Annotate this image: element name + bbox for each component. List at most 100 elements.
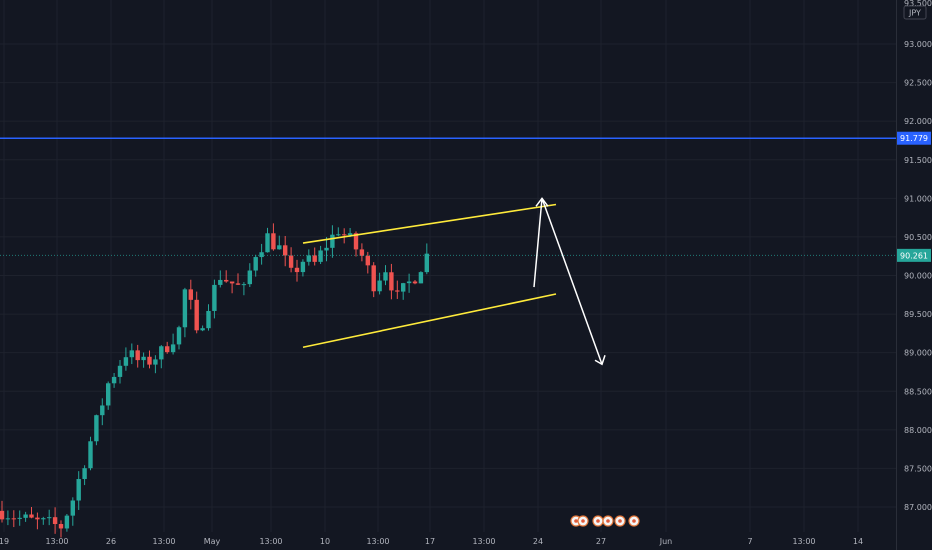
candle-body: [206, 310, 211, 329]
candle-body: [294, 267, 300, 273]
candle: [342, 228, 347, 244]
candle-body: [347, 233, 353, 236]
candle: [336, 227, 341, 237]
x-tick-label: 17: [425, 537, 435, 546]
candle-body: [312, 255, 317, 262]
currency-badge: JPY: [903, 5, 927, 20]
candle: [35, 512, 40, 530]
candle-body: [52, 517, 58, 525]
last-price-tag-bg: [897, 248, 931, 262]
candle-body: [418, 272, 424, 284]
price-tags: 91.779 90.261: [897, 131, 931, 262]
candle: [312, 247, 317, 266]
candle-body: [100, 405, 105, 416]
hline-price-tag-text: 91.779: [900, 134, 928, 143]
candle-body: [277, 245, 282, 250]
candle-body: [371, 265, 376, 292]
candle-body: [241, 284, 247, 286]
x-tick-label: 13:00: [152, 537, 175, 546]
candle-body: [165, 346, 170, 353]
candle-body: [383, 272, 388, 281]
y-tick-label-top: 93.500: [904, 0, 932, 8]
candle: [271, 223, 276, 251]
candle-body: [23, 514, 28, 518]
y-tick-label: 89.500: [904, 310, 932, 319]
candle-body: [300, 261, 306, 273]
candle: [401, 282, 406, 300]
candle: [94, 414, 99, 446]
candle: [100, 398, 105, 426]
candle: [406, 273, 412, 293]
event-markers[interactable]: [570, 515, 640, 527]
y-tick-label: 92.500: [904, 79, 932, 88]
event-marker-dot: [618, 519, 622, 523]
candle: [218, 270, 223, 288]
candle: [212, 279, 217, 319]
candle-body: [111, 376, 117, 384]
candle: [253, 254, 258, 277]
candle-body: [253, 257, 258, 271]
currency-label: JPY: [908, 9, 921, 18]
event-marker-dot: [606, 519, 610, 523]
projection-arrowhead-down: [594, 355, 606, 366]
y-tick-label: 91.000: [904, 194, 932, 203]
candle-body: [229, 281, 235, 284]
candle-body: [117, 365, 123, 377]
candle: [11, 510, 16, 528]
candle: [288, 247, 294, 273]
candle-body: [176, 327, 182, 345]
channel-lower-line: [302, 293, 557, 349]
x-tick-label: 7: [747, 537, 752, 546]
candle: [412, 280, 418, 285]
x-tick-label: 13:00: [45, 537, 68, 546]
candle-body: [94, 415, 99, 442]
candle-body: [318, 250, 323, 262]
candle: [135, 344, 140, 368]
candle: [147, 350, 152, 369]
candle: [165, 341, 170, 354]
x-tick-label: 14: [853, 537, 863, 546]
event-marker-dot: [632, 519, 636, 523]
x-tick-label: Jun: [659, 537, 673, 546]
x-tick-label: 24: [533, 537, 543, 546]
event-marker-dot: [581, 519, 585, 523]
candle: [17, 510, 22, 526]
candle: [306, 249, 311, 266]
candle: [123, 347, 129, 371]
candle-body: [141, 356, 146, 361]
candle: [206, 304, 211, 331]
x-tick-label: 13:00: [472, 537, 495, 546]
candle: [153, 355, 158, 374]
x-tick-label: 13:00: [259, 537, 282, 546]
candle: [294, 259, 300, 282]
candle-body: [235, 283, 241, 285]
candle-body: [147, 356, 152, 365]
y-tick-label: 90.500: [904, 233, 932, 242]
candle: [330, 225, 335, 258]
candle: [283, 235, 288, 267]
candle-body: [129, 350, 134, 358]
y-tick-label: 88.500: [904, 387, 932, 396]
time-axis[interactable]: 19 13:00 26 13:00 May 13:00 10 13:00 17 13:00 24 27…: [0, 537, 863, 546]
y-tick-label: 93.000: [904, 40, 932, 49]
candle: [371, 262, 376, 298]
projection-arrow-drawing[interactable]: [533, 197, 606, 366]
candle: [23, 511, 28, 522]
candle: [418, 271, 424, 284]
x-tick-label: 27: [596, 537, 606, 546]
candle: [395, 280, 400, 299]
x-tick-label: 13:00: [366, 537, 389, 546]
channel-drawing[interactable]: [302, 203, 557, 349]
candle: [182, 287, 188, 338]
candle-body: [58, 524, 64, 529]
candle-body: [88, 441, 93, 469]
candle: [265, 227, 270, 253]
candle: [0, 500, 5, 523]
candle: [318, 245, 323, 265]
price-axis[interactable]: 93.000 92.500 92.000 91.500 91.000 90.500 90.0…: [904, 0, 932, 512]
candle-body: [35, 517, 40, 520]
y-tick-label: 90.000: [904, 272, 932, 281]
hline-price-tag-bg: [897, 131, 931, 145]
candle: [235, 273, 241, 285]
